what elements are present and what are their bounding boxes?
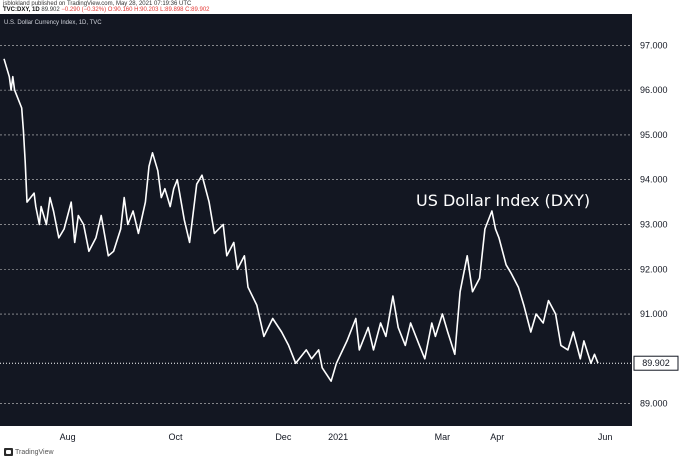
y-tick-label: 89.000 <box>640 399 668 409</box>
time-axis-labels: Aug Oct Dec 2021 Mar Apr Jun <box>60 432 613 442</box>
price-change: −0.290 (−0.32%) <box>61 7 107 13</box>
plot-area <box>0 14 632 426</box>
x-tick-label: Jun <box>598 432 613 442</box>
series-annotation: US Dollar Index (DXY) <box>416 191 590 210</box>
y-tick-label: 97.000 <box>640 40 668 50</box>
x-tick-label: Aug <box>60 432 76 442</box>
y-tick-label: 92.000 <box>640 264 668 274</box>
brand-label: TradingView <box>15 448 54 456</box>
y-tick-label: 94.000 <box>640 175 668 185</box>
price-value: 89.902 <box>41 7 60 13</box>
x-tick-label: Oct <box>168 432 183 442</box>
chart-title: U.S. Dollar Currency Index, 1D, TVC <box>4 20 102 26</box>
x-tick-label: 2021 <box>328 432 348 442</box>
tradingview-icon <box>4 448 13 456</box>
y-tick-label: 93.000 <box>640 219 668 229</box>
ohlc-values: O:90.160 H:90.203 L:89.898 C:89.902 <box>107 7 210 13</box>
footer: TradingView <box>0 446 680 460</box>
x-tick-label: Dec <box>275 432 292 442</box>
price-axis-labels: 97.000 96.000 95.000 94.000 93.000 92.000 91.0… <box>640 40 668 408</box>
grid-layer <box>0 45 632 404</box>
y-tick-label: 91.000 <box>640 309 668 319</box>
price-chart[interactable]: 97.000 96.000 95.000 94.000 93.000 92.000 91.0… <box>0 14 680 446</box>
y-tick-label: 95.000 <box>640 130 668 140</box>
dxy-price-line <box>3 58 599 382</box>
tradingview-logo[interactable]: TradingView <box>4 448 54 456</box>
time-axis[interactable] <box>0 426 680 446</box>
x-tick-label: Mar <box>435 432 451 442</box>
x-tick-label: Apr <box>490 432 504 442</box>
last-price-badge: 89.902 <box>633 355 679 371</box>
y-tick-label: 96.000 <box>640 85 668 95</box>
chart-header: jsblokland published on TradingView.com,… <box>0 0 680 14</box>
symbol-info: TVC:DXY, 1D 89.902 −0.290 (−0.32%) O:90.… <box>3 7 210 13</box>
last-price-label: 89.902 <box>642 358 670 368</box>
publisher-info: jsblokland published on TradingView.com,… <box>3 1 192 7</box>
symbol-label: TVC:DXY, 1D <box>3 7 40 13</box>
